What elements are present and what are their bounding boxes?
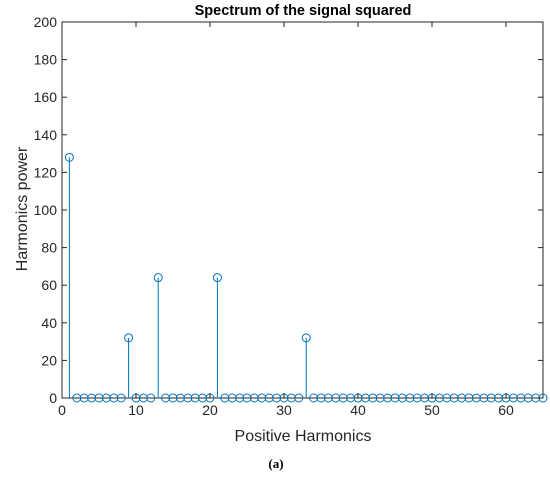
- stem-marker: [316, 393, 326, 403]
- y-tick-label: 60: [41, 277, 57, 293]
- stem-marker: [190, 393, 200, 403]
- stem-marker: [471, 393, 481, 403]
- stem-marker: [249, 393, 259, 403]
- stem-marker: [301, 333, 311, 343]
- stem-marker: [323, 393, 333, 403]
- stem-marker: [368, 393, 378, 403]
- x-tick-label: 0: [58, 402, 66, 418]
- stem-marker: [442, 393, 452, 403]
- stem-marker: [479, 393, 489, 403]
- stem-marker: [79, 393, 89, 403]
- y-tick-label: 0: [49, 390, 57, 406]
- x-tick-label: 30: [276, 402, 292, 418]
- chart-title: Spectrum of the signal squared: [195, 3, 412, 19]
- y-tick-label: 40: [41, 315, 57, 331]
- stem-marker: [72, 393, 82, 403]
- stem-marker: [449, 393, 459, 403]
- stem-marker: [198, 393, 208, 403]
- stem-marker: [286, 393, 296, 403]
- stem-marker: [508, 393, 518, 403]
- stem-marker: [338, 393, 348, 403]
- y-tick-label: 20: [41, 352, 57, 368]
- x-tick-label: 10: [128, 402, 144, 418]
- stem-marker: [146, 393, 156, 403]
- stem-marker: [161, 393, 171, 403]
- stem-marker: [212, 273, 222, 283]
- stem-marker: [523, 393, 533, 403]
- y-tick-label: 160: [34, 89, 58, 105]
- stem-marker: [434, 393, 444, 403]
- series-stems: [64, 152, 548, 403]
- stem-marker: [486, 393, 496, 403]
- figure-caption: (a): [268, 456, 283, 471]
- x-tick-label: 50: [424, 402, 440, 418]
- stem-marker: [457, 393, 467, 403]
- stem-marker: [375, 393, 385, 403]
- stem-marker: [346, 393, 356, 403]
- stem-marker: [464, 393, 474, 403]
- stem-marker: [309, 393, 319, 403]
- stem-marker: [420, 393, 430, 403]
- stem-marker: [183, 393, 193, 403]
- stem-marker: [264, 393, 274, 403]
- stem-marker: [153, 273, 163, 283]
- stem-marker: [383, 393, 393, 403]
- stem-marker: [405, 393, 415, 403]
- stem-marker: [116, 393, 126, 403]
- x-axis-label: Positive Harmonics: [235, 428, 372, 445]
- stem-marker: [331, 393, 341, 403]
- stem-marker: [257, 393, 267, 403]
- stem-marker: [242, 393, 252, 403]
- stem-marker: [235, 393, 245, 403]
- stem-marker: [87, 393, 97, 403]
- stem-marker: [138, 393, 148, 403]
- stem-marker: [124, 333, 134, 343]
- stem-marker: [64, 152, 74, 162]
- y-tick-label: 200: [34, 14, 58, 30]
- x-tick-label: 60: [498, 402, 514, 418]
- y-axis-label: Harmonics power: [14, 146, 31, 271]
- stem-marker: [94, 393, 104, 403]
- stem-marker: [397, 393, 407, 403]
- stem-marker: [272, 393, 282, 403]
- stem-marker: [294, 393, 304, 403]
- stem-marker: [109, 393, 119, 403]
- stem-marker: [412, 393, 422, 403]
- stem-marker: [220, 393, 230, 403]
- stem-marker: [168, 393, 178, 403]
- y-tick-label: 140: [34, 127, 58, 143]
- plot-area: [61, 21, 548, 403]
- x-axis-ticks: 0 10 20 30 40 50 60: [58, 22, 514, 418]
- y-tick-label: 120: [34, 164, 58, 180]
- stem-marker: [175, 393, 185, 403]
- stem-marker: [516, 393, 526, 403]
- y-tick-label: 180: [34, 52, 58, 68]
- y-tick-label: 100: [34, 202, 58, 218]
- stem-marker: [360, 393, 370, 403]
- stem-marker: [101, 393, 111, 403]
- x-tick-label: 40: [350, 402, 366, 418]
- stem-marker: [227, 393, 237, 403]
- x-tick-label: 20: [202, 402, 218, 418]
- y-tick-label: 80: [41, 240, 57, 256]
- y-axis-ticks: 0 20 40 60 80 100 120 140 160 180 200: [34, 14, 543, 406]
- stem-marker: [390, 393, 400, 403]
- stem-marker: [494, 393, 504, 403]
